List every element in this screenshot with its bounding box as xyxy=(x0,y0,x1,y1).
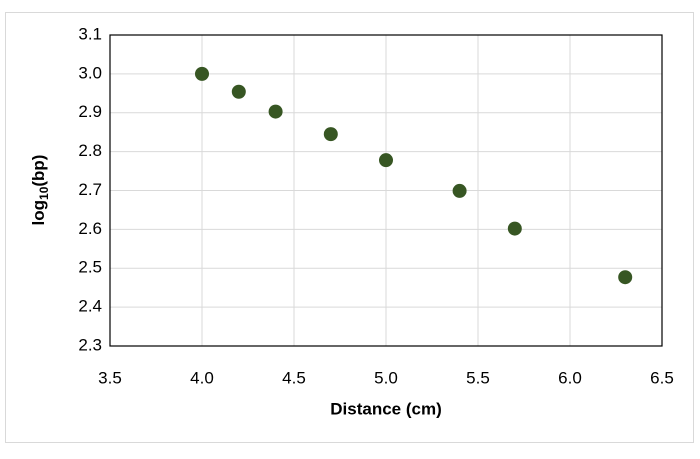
chart-border xyxy=(5,12,694,443)
x-tick-label: 3.5 xyxy=(98,368,122,387)
y-axis-title-rest: (bp) xyxy=(29,155,48,187)
point xyxy=(268,104,283,119)
x-tick-label: 6.0 xyxy=(558,368,582,387)
point xyxy=(452,183,467,198)
y-tick-label: 2.6 xyxy=(78,219,102,238)
x-tick-label: 4.0 xyxy=(190,368,214,387)
point xyxy=(195,66,209,81)
y-tick-label: 2.5 xyxy=(78,258,102,277)
point xyxy=(507,221,522,236)
y-tick-label: 2.9 xyxy=(78,102,102,121)
y-tick-label: 3.1 xyxy=(78,24,102,43)
x-tick-label: 4.5 xyxy=(282,368,306,387)
x-tick-label: 6.5 xyxy=(650,368,674,387)
y-tick-label: 2.3 xyxy=(78,335,102,354)
point xyxy=(231,84,246,99)
point xyxy=(323,127,338,142)
x-tick-label: 5.0 xyxy=(374,368,398,387)
y-axis-title: log10(bp) xyxy=(29,155,51,226)
x-tick-label: 5.5 xyxy=(466,368,490,387)
y-tick-label: 2.7 xyxy=(78,180,102,199)
y-tick-label: 2.4 xyxy=(78,297,102,316)
y-axis-title-sub: 10 xyxy=(37,186,51,200)
plot-border xyxy=(109,34,663,347)
point xyxy=(618,270,633,285)
x-axis-title: Distance (cm) xyxy=(330,399,441,418)
point xyxy=(379,153,393,168)
y-axis-title-base: log xyxy=(29,200,48,226)
y-tick-label: 2.8 xyxy=(78,141,102,160)
y-tick-label: 3.0 xyxy=(78,63,102,82)
